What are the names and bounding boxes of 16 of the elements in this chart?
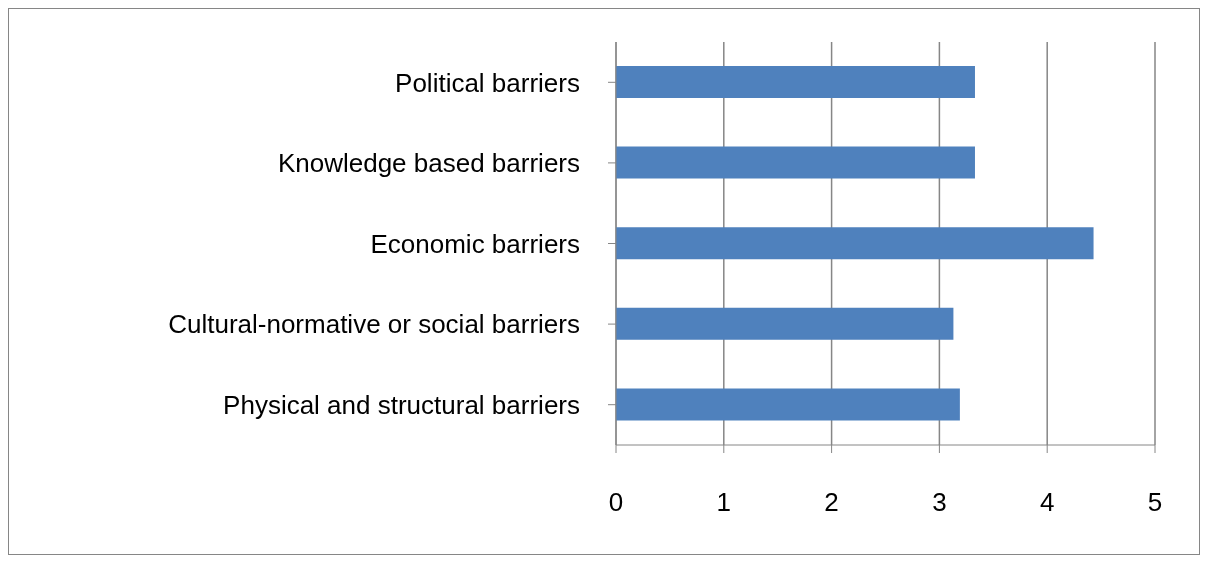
x-tick-label: 4 <box>1039 487 1055 518</box>
bar <box>616 388 960 421</box>
bar <box>616 146 975 179</box>
bar <box>616 307 954 340</box>
x-tick-label: 2 <box>824 487 839 518</box>
bar <box>616 227 1094 260</box>
y-tick-label: Physical and structural barriers <box>223 389 580 420</box>
x-tick-label: 1 <box>716 487 732 518</box>
y-tick-label: Political barriers <box>395 67 580 98</box>
x-tick-label: 0 <box>608 487 624 518</box>
y-tick-label: Economic barriers <box>370 228 580 259</box>
x-tick-label: 5 <box>1147 487 1163 518</box>
x-tick-label: 3 <box>932 487 947 518</box>
y-tick-label: Knowledge based barriers <box>277 148 580 179</box>
bar <box>616 66 975 98</box>
y-tick-label: Cultural-normative or social barriers <box>168 309 580 340</box>
